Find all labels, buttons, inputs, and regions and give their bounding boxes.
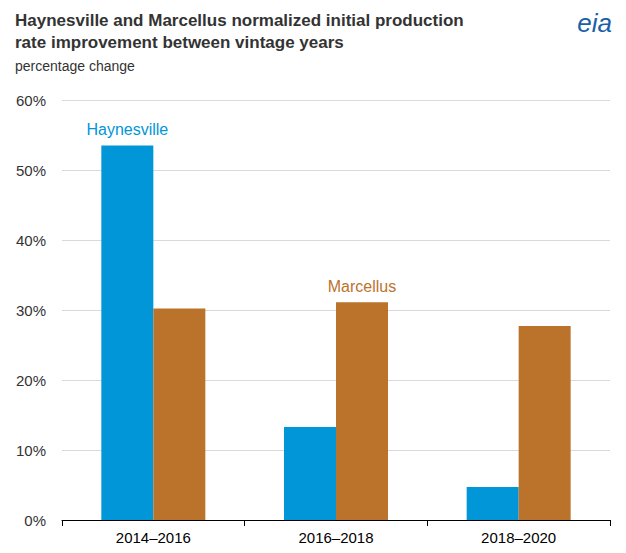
- svg-text:Haynesville: Haynesville: [86, 121, 168, 138]
- svg-text:10%: 10%: [16, 442, 46, 459]
- svg-text:percentage change: percentage change: [15, 58, 135, 74]
- svg-text:2018–2020: 2018–2020: [481, 529, 556, 546]
- svg-text:2014–2016: 2014–2016: [116, 529, 191, 546]
- svg-text:rate improvement between vinta: rate improvement between vintage years: [15, 33, 344, 52]
- svg-text:0%: 0%: [24, 512, 46, 529]
- svg-text:50%: 50%: [16, 162, 46, 179]
- svg-text:30%: 30%: [16, 302, 46, 319]
- svg-text:Haynesville and Marcellus norm: Haynesville and Marcellus normalized ini…: [15, 11, 464, 30]
- svg-text:40%: 40%: [16, 232, 46, 249]
- svg-text:20%: 20%: [16, 372, 46, 389]
- svg-text:60%: 60%: [16, 92, 46, 109]
- svg-text:2016–2018: 2016–2018: [298, 529, 373, 546]
- svg-text:Marcellus: Marcellus: [328, 278, 396, 295]
- svg-text:eia: eia: [577, 8, 612, 38]
